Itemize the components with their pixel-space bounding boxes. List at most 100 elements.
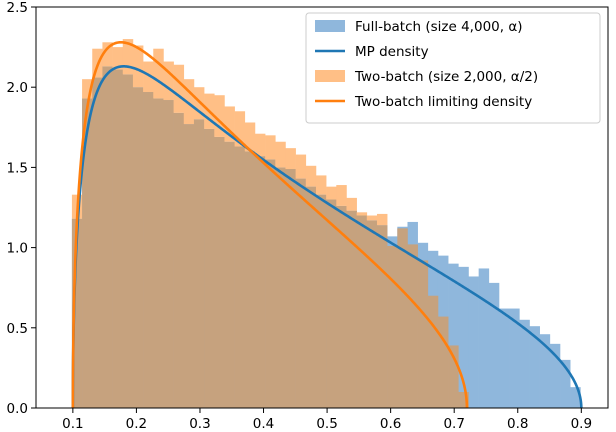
mp-density-line (71, 65, 583, 409)
two-batch-bar (122, 39, 134, 75)
overlap-bar (346, 210, 357, 408)
full-batch-bar (519, 319, 530, 408)
overlap-bar (153, 98, 164, 408)
two-batch-bar (356, 212, 368, 216)
two-batch-bar (214, 95, 225, 137)
overlap-bar (163, 100, 174, 409)
y-axis: 0.0 0.5 1.0 1.5 2.0 2.5 (7, 0, 36, 417)
legend-two-batch-patch (315, 70, 345, 82)
overlap-bar (458, 391, 469, 408)
two-batch-bar (163, 61, 174, 101)
x-tick-label: 0.5 (316, 416, 337, 432)
overlap-bar (397, 228, 408, 408)
two-batch-bar (244, 122, 256, 152)
x-tick-label: 0.8 (507, 416, 528, 432)
two-batch-bar (254, 133, 266, 157)
two-batch-bar (376, 213, 388, 226)
overlap-bar (82, 98, 93, 408)
full-batch-bar (560, 359, 571, 408)
overlap-bar (71, 218, 83, 408)
x-tick-label: 0.4 (253, 416, 274, 432)
two-batch-bar (295, 154, 307, 179)
full-batch-bar (539, 334, 551, 408)
x-tick-label: 0.6 (380, 416, 401, 432)
overlap-bar (122, 74, 134, 409)
overlap-bar (112, 69, 124, 408)
overlap-bar (356, 215, 368, 408)
overlap-bar (173, 112, 185, 408)
overlap-bar (234, 146, 246, 408)
two-batch-bar (275, 141, 286, 168)
overlap-bar (285, 169, 296, 408)
overlap-bar (214, 136, 225, 408)
overlap-bar (407, 244, 418, 408)
two-batch-bar (112, 47, 124, 70)
x-tick-label: 0.2 (126, 416, 147, 432)
two-batch-bar (305, 165, 317, 187)
two-batch-histogram (71, 39, 469, 409)
overlap-bar (244, 151, 256, 409)
overlap-bar (92, 77, 103, 409)
overlap-bar (143, 92, 154, 409)
y-tick-label: 0.5 (7, 321, 28, 337)
full-batch-bar (488, 282, 500, 408)
two-batch-bar (143, 61, 154, 93)
legend-box (305, 12, 601, 124)
full-batch-bar (570, 387, 581, 408)
overlap-bar (366, 220, 378, 408)
overlap-bar (254, 156, 266, 408)
x-tick-label: 0.9 (571, 416, 592, 432)
y-tick-label: 2.5 (7, 0, 28, 16)
x-tick-label: 0.7 (443, 416, 464, 432)
full-batch-bar (448, 263, 459, 408)
full-batch-bar (549, 343, 561, 408)
y-tick-label: 1.0 (7, 241, 28, 257)
two-batch-bar (153, 48, 164, 99)
x-tick-label: 0.3 (189, 416, 210, 432)
legend: Full-batch (size 4,000, α) MP density Tw… (305, 12, 601, 124)
overlap-bar (437, 316, 449, 408)
two-batch-bar (224, 106, 235, 142)
x-tick-label: 0.1 (62, 416, 83, 432)
overlap-bar (387, 245, 398, 408)
x-axis: 0.1 0.2 0.3 0.4 0.5 0.6 0.7 0.8 0.9 (62, 408, 592, 432)
overlap-bar (427, 295, 439, 408)
y-tick-label: 1.5 (7, 160, 28, 176)
y-tick-label: 2.0 (7, 80, 28, 96)
two-batch-bar (315, 175, 327, 195)
full-batch-bar (509, 308, 520, 408)
full-batch-bar (478, 268, 490, 408)
legend-two-batch-label: Two-batch (size 2,000, α/2) (354, 69, 538, 85)
two-batch-bar (82, 79, 93, 99)
y-tick-label: 0.0 (7, 401, 28, 417)
two-batch-bar (234, 111, 246, 147)
two-batch-bar (193, 87, 205, 120)
legend-two-batch-density-label: Two-batch limiting density (354, 94, 532, 110)
two-batch-bar (366, 215, 378, 221)
overlap-bar (275, 167, 286, 408)
overlap-bar (376, 225, 388, 408)
two-batch-bar (336, 185, 347, 206)
legend-full-batch-patch (315, 20, 345, 32)
plot-frame (35, 6, 609, 409)
two-batch-bar (102, 42, 113, 67)
overlap-bar (336, 205, 347, 408)
overlap-bar (204, 128, 215, 409)
full-batch-bar (499, 308, 510, 408)
overlap-bar (265, 159, 276, 408)
overlap-bar (102, 66, 113, 409)
overlap-bar (326, 199, 337, 408)
two-batch-bar (326, 186, 337, 200)
overlap-bar (224, 141, 235, 408)
two-batch-bar (173, 64, 185, 113)
full-batch-bar (468, 276, 479, 408)
overlap-bar (193, 119, 205, 408)
overlap-bar (448, 345, 459, 408)
overlap-bar (132, 87, 144, 408)
overlap-bar (417, 260, 429, 408)
full-batch-bar (529, 326, 540, 408)
two-batch-limiting-density-line (71, 40, 469, 409)
full-batch-bar (458, 266, 469, 408)
two-batch-bar (285, 148, 296, 170)
